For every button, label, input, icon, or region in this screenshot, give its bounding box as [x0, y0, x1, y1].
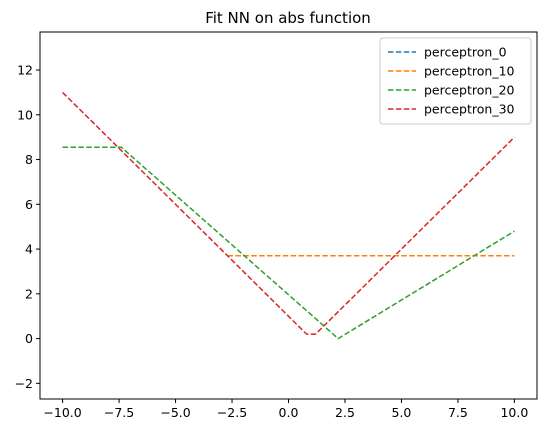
x-tick-label: 2.5: [335, 405, 355, 420]
y-tick-label: 12: [17, 63, 33, 78]
x-tick-label: 0.0: [279, 405, 299, 420]
y-tick-label: −2: [15, 376, 33, 391]
x-tick-label: −10.0: [43, 405, 81, 420]
legend-box: [379, 37, 532, 125]
x-axis: −10.0 −7.5 −5.0 −2.5 0.0 2.5 5.0 7.5 10.0: [43, 399, 528, 420]
series-line-perceptron_30: [62, 91, 515, 335]
y-tick-label: 4: [25, 242, 33, 257]
x-tick-label: 5.0: [392, 405, 412, 420]
x-tick-label: −2.5: [217, 405, 247, 420]
y-tick-label: 2: [25, 286, 33, 301]
legend-label-perceptron_20: perceptron_20: [424, 83, 515, 98]
x-tick-label: 10.0: [500, 405, 528, 420]
y-axis: −2 0 2 4 6 8 10 12: [15, 63, 40, 391]
y-tick-label: 0: [25, 331, 33, 346]
legend: perceptron_0 perceptron_10 perceptron_20pe…: [379, 37, 532, 125]
series-line-perceptron_20: [62, 146, 515, 340]
y-tick-label: 10: [17, 107, 33, 122]
legend-label-perceptron_10: perceptron_10: [424, 64, 515, 79]
x-tick-label: −5.0: [160, 405, 190, 420]
y-tick-label: 6: [25, 197, 33, 212]
series-layer: [62, 91, 515, 340]
chart-title: Fit NN on abs function: [205, 9, 371, 27]
legend-label-perceptron_0: perceptron_0: [424, 45, 507, 60]
y-tick-label: 8: [25, 152, 33, 167]
legend-label-perceptron_30: perceptron_30: [424, 102, 515, 117]
x-tick-label: −7.5: [104, 405, 134, 420]
x-tick-label: 7.5: [448, 405, 468, 420]
